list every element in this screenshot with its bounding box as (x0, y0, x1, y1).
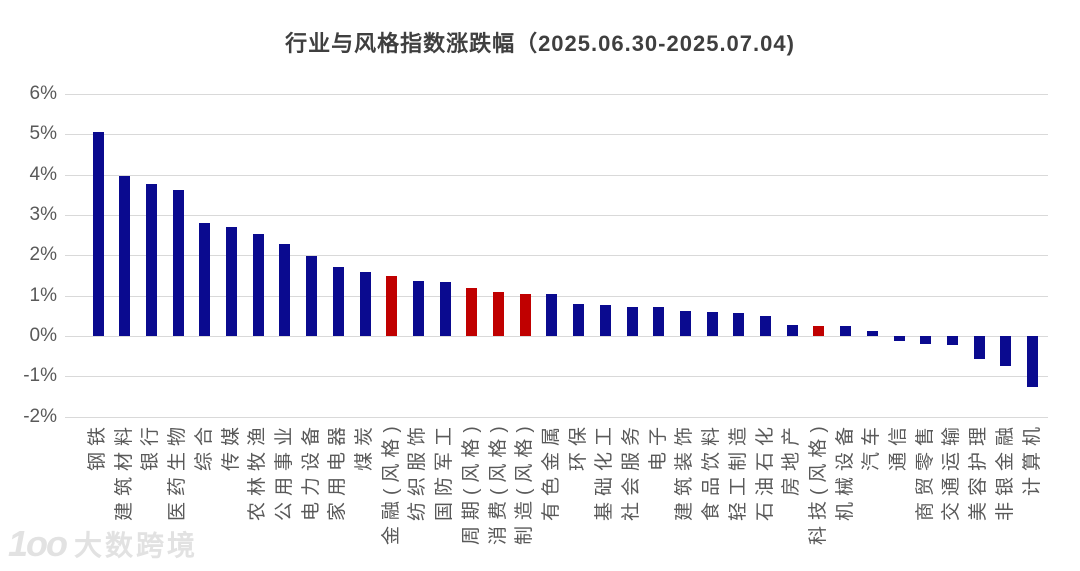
bar (599, 304, 611, 336)
bar (813, 325, 825, 336)
watermark: 1oo 大数跨境 (8, 524, 198, 564)
bar (145, 184, 157, 336)
x-axis-label: 机械设备 (834, 421, 856, 522)
bar (1027, 336, 1038, 388)
bar (546, 294, 558, 336)
gridline (65, 416, 1048, 418)
y-axis-tick-label: 4% (29, 163, 57, 185)
x-axis-label: 周期(风格) (460, 420, 482, 545)
gridline (65, 134, 1048, 136)
x-axis-label: 建筑装饰 (674, 421, 696, 522)
x-axis-label: 制造(风格) (514, 420, 536, 545)
y-axis-tick-label: 0% (29, 325, 57, 346)
bar (172, 189, 184, 336)
bar (866, 331, 878, 336)
x-axis-label: 电力设备 (300, 421, 322, 522)
x-axis-label: 煤炭 (354, 421, 375, 472)
bar (573, 304, 585, 336)
gridline (65, 174, 1048, 176)
x-axis-label: 非银金融 (994, 421, 1016, 522)
bar (733, 313, 745, 336)
bar (386, 276, 398, 336)
bar (466, 288, 478, 336)
bar (893, 336, 905, 342)
bar (226, 226, 237, 336)
gridline (65, 215, 1048, 217)
bar (786, 325, 798, 336)
watermark-logo: 1oo (8, 523, 68, 564)
x-axis-label: 消费(风格) (487, 420, 509, 545)
bar (252, 234, 264, 336)
y-axis-tick-label: 6% (29, 83, 57, 105)
x-axis-label: 食品饮料 (701, 421, 723, 522)
chart-title: 行业与风格指数涨跌幅（2025.06.30-2025.07.04) (285, 31, 795, 56)
y-axis-tick-label: 5% (29, 123, 57, 145)
x-axis-label: 传媒 (220, 421, 242, 472)
bar (493, 292, 504, 336)
bar (920, 336, 932, 345)
bar (279, 244, 291, 336)
x-axis-label: 社会服务 (621, 421, 642, 522)
gridline (65, 255, 1048, 257)
watermark-text: 大数跨境 (74, 530, 199, 561)
y-axis-tick-label: -2% (23, 405, 57, 427)
x-axis-label: 电子 (647, 421, 669, 472)
bar (973, 336, 985, 359)
bar (653, 307, 665, 336)
x-axis-label: 美容护理 (968, 421, 990, 522)
x-axis-label: 房地产 (781, 421, 803, 497)
x-axis-label: 有色金属 (540, 421, 562, 522)
bar (306, 256, 318, 336)
bar (519, 293, 531, 336)
x-axis-label: 商贸零售 (914, 421, 936, 522)
bar (679, 311, 691, 336)
x-axis-label: 金融(风格) (380, 420, 402, 545)
x-axis-label: 环保 (567, 421, 589, 472)
x-axis-label: 家用电器 (327, 421, 349, 522)
gridline (65, 376, 1048, 378)
x-axis-label: 交通运输 (941, 421, 963, 522)
x-axis-label: 国防军工 (434, 421, 456, 522)
y-axis-tick-label: -1% (23, 365, 57, 387)
bar (840, 325, 852, 336)
bar (706, 311, 718, 336)
bar (412, 280, 424, 336)
bar (119, 175, 131, 336)
x-axis-label: 基础化工 (594, 421, 616, 522)
x-axis-label: 石油石化 (754, 421, 776, 522)
bar (439, 281, 451, 336)
bar (199, 222, 211, 336)
x-axis-label: 农林牧渔 (247, 421, 269, 522)
x-axis-label: 公用事业 (273, 421, 295, 522)
bar (332, 267, 344, 336)
bar (1000, 336, 1012, 366)
x-axis-label: 通信 (888, 421, 909, 472)
bar (359, 271, 371, 336)
y-axis-tick-label: 1% (29, 284, 57, 306)
x-axis-label: 纺织服饰 (407, 421, 429, 522)
x-axis-label: 科技(风格) (807, 420, 829, 545)
bar (946, 336, 958, 346)
bar (626, 306, 638, 336)
bar (92, 132, 104, 336)
gridline (65, 94, 1048, 96)
y-axis-tick-label: 3% (29, 204, 57, 226)
x-axis-label: 计算机 (1021, 421, 1043, 497)
gridline (65, 336, 1048, 337)
y-axis-tick-label: 2% (29, 244, 57, 266)
x-axis-label: 汽车 (861, 421, 883, 472)
x-axis-label: 轻工制造 (727, 421, 749, 522)
bar (760, 315, 771, 336)
